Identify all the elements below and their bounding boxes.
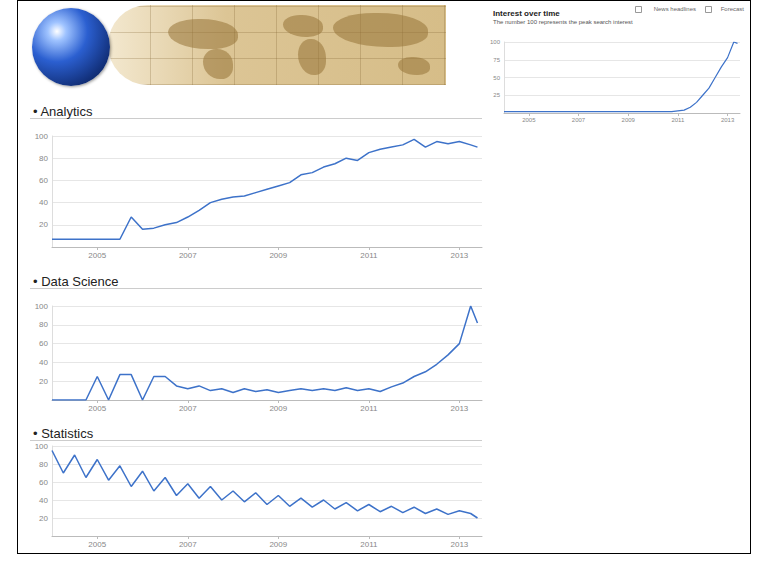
svg-text:60: 60 — [39, 176, 48, 185]
svg-text:2009: 2009 — [622, 117, 636, 123]
svg-text:75: 75 — [493, 57, 500, 63]
svg-text:2009: 2009 — [269, 540, 287, 549]
svg-text:Forecast: Forecast — [721, 6, 745, 12]
svg-text:2011: 2011 — [360, 251, 378, 260]
svg-text:80: 80 — [39, 320, 48, 329]
svg-text:2007: 2007 — [179, 540, 197, 549]
svg-text:2007: 2007 — [179, 404, 197, 413]
svg-text:2005: 2005 — [522, 117, 536, 123]
svg-text:2005: 2005 — [88, 251, 106, 260]
svg-text:40: 40 — [39, 496, 48, 505]
svg-text:100: 100 — [490, 39, 501, 45]
svg-text:60: 60 — [39, 478, 48, 487]
svg-text:• Statistics: • Statistics — [33, 426, 94, 441]
svg-text:100: 100 — [35, 302, 49, 311]
svg-text:20: 20 — [39, 514, 48, 523]
svg-text:2013: 2013 — [721, 117, 735, 123]
svg-text:2005: 2005 — [88, 404, 106, 413]
svg-text:2007: 2007 — [572, 117, 586, 123]
svg-text:40: 40 — [39, 198, 48, 207]
svg-text:40: 40 — [39, 358, 48, 367]
svg-text:• Data Science: • Data Science — [33, 274, 118, 289]
svg-text:2013: 2013 — [450, 404, 468, 413]
svg-text:20: 20 — [39, 220, 48, 229]
svg-text:80: 80 — [39, 154, 48, 163]
svg-text:2011: 2011 — [360, 540, 378, 549]
svg-text:2005: 2005 — [88, 540, 106, 549]
svg-text:20: 20 — [39, 377, 48, 386]
svg-text:Interest over time: Interest over time — [493, 9, 560, 18]
svg-text:60: 60 — [39, 339, 48, 348]
svg-text:2007: 2007 — [179, 251, 197, 260]
svg-text:100: 100 — [35, 132, 49, 141]
svg-text:2009: 2009 — [269, 404, 287, 413]
svg-text:2011: 2011 — [671, 117, 685, 123]
svg-text:2013: 2013 — [450, 251, 468, 260]
svg-text:2011: 2011 — [360, 404, 378, 413]
svg-text:• Analytics: • Analytics — [33, 104, 93, 119]
svg-text:50: 50 — [493, 75, 500, 81]
svg-text:2013: 2013 — [450, 540, 468, 549]
svg-text:100: 100 — [35, 442, 49, 451]
svg-text:News headlines: News headlines — [654, 6, 696, 12]
svg-text:The number 100 represents the: The number 100 represents the peak searc… — [493, 19, 633, 25]
svg-text:25: 25 — [493, 92, 500, 98]
svg-text:2009: 2009 — [269, 251, 287, 260]
svg-text:80: 80 — [39, 460, 48, 469]
